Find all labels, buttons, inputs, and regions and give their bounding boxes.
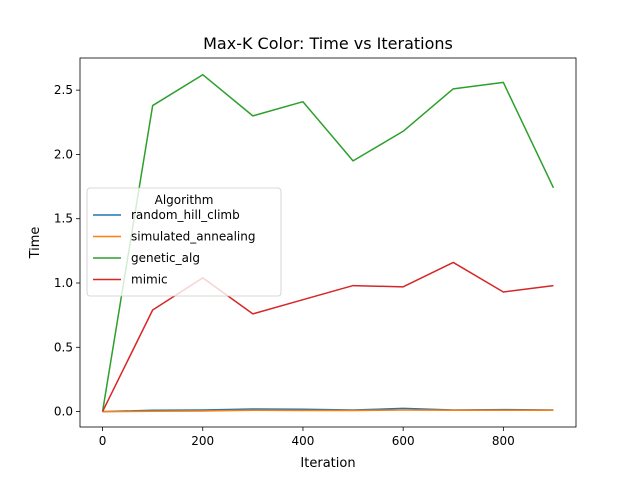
legend-box	[86, 187, 282, 297]
legend: Algorithm random_hill_climb simulated_ann…	[86, 187, 282, 297]
series-line-genetic_alg	[101, 73, 555, 412]
y-tick-label: 2.5	[54, 83, 73, 97]
legend-label-random_hill_climb: random_hill_climb	[131, 208, 240, 222]
legend-title: Algorithm	[155, 193, 214, 207]
y-tick-label: 0.5	[54, 340, 73, 354]
series-line-simulated_annealing	[102, 409, 554, 413]
x-tick-label: 400	[291, 434, 314, 448]
y-axis-label: Time	[28, 227, 43, 260]
chart-title: Max-K Color: Time vs Iterations	[203, 34, 453, 53]
x-axis-label: Iteration	[300, 456, 355, 471]
legend-label-simulated_annealing: simulated_annealing	[131, 230, 255, 244]
y-axis: 0.0 0.5 1.0 1.5 2.0 2.5	[54, 83, 80, 419]
plot-frame	[79, 57, 577, 428]
x-tick-label: 800	[492, 434, 515, 448]
x-tick-label: 0	[99, 434, 107, 448]
y-tick-label: 1.5	[54, 212, 73, 226]
legend-label-genetic_alg: genetic_alg	[131, 251, 200, 265]
y-tick-label: 0.0	[54, 405, 73, 419]
y-tick-label: 1.0	[54, 276, 73, 290]
legend-label-mimic: mimic	[131, 273, 168, 287]
x-axis: 0 200 400 600 800	[99, 427, 515, 448]
y-tick-label: 2.0	[54, 147, 73, 161]
x-tick-label: 200	[191, 434, 214, 448]
x-tick-label: 600	[392, 434, 415, 448]
